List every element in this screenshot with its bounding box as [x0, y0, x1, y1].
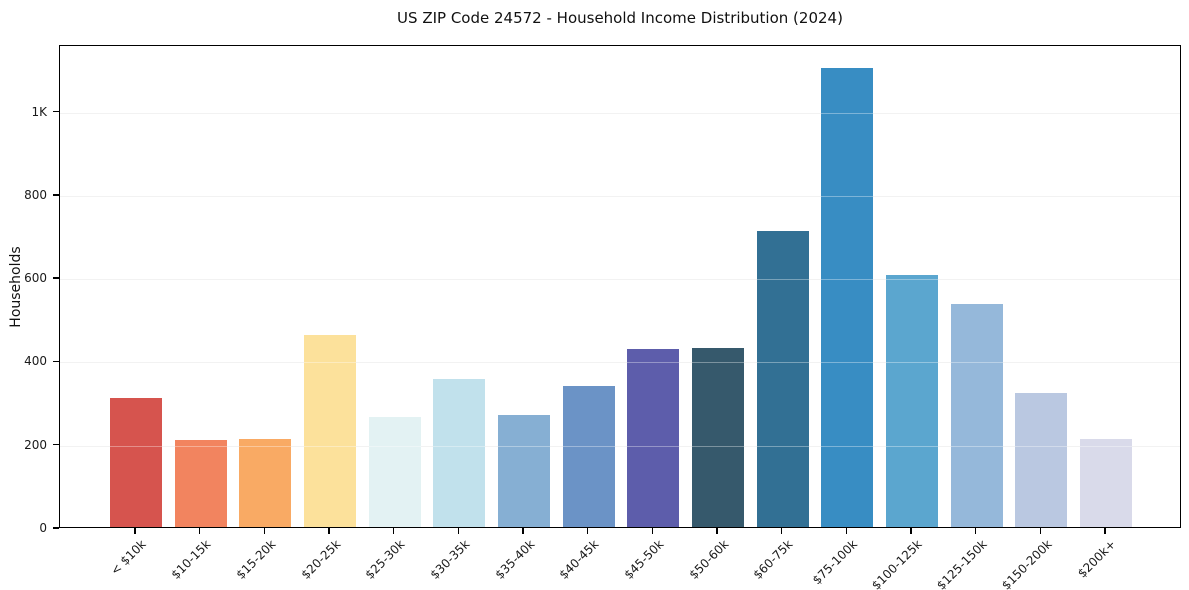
x-tick-label: < $10k — [108, 537, 149, 578]
y-tick-mark — [53, 527, 59, 529]
chart-title: US ZIP Code 24572 - Household Income Dis… — [397, 9, 843, 27]
x-tick-label: $10-15k — [168, 537, 214, 582]
x-tick-label: $150-200k — [998, 537, 1055, 590]
bar — [110, 397, 162, 527]
gridline — [60, 279, 1180, 281]
x-tick-label: $30-35k — [427, 537, 473, 582]
x-tick-mark — [522, 528, 524, 534]
y-tick-mark — [53, 444, 59, 446]
y-tick-mark — [53, 110, 59, 113]
bar — [433, 378, 486, 527]
bar — [498, 414, 550, 527]
x-tick-mark — [392, 528, 395, 534]
x-tick-label: $75-100k — [809, 537, 861, 588]
x-tick-mark — [328, 528, 330, 534]
x-tick-label: $25-30k — [362, 537, 408, 582]
gridline-overlay — [60, 279, 1180, 281]
y-tick-label: 800 — [24, 187, 47, 202]
bar — [886, 274, 938, 527]
x-tick-mark — [974, 528, 977, 534]
bar — [1080, 439, 1132, 527]
bar — [368, 416, 421, 527]
y-tick-mark — [53, 360, 59, 363]
x-tick-mark — [134, 528, 136, 534]
x-tick-label: $125-150k — [933, 537, 990, 590]
y-tick-mark — [53, 194, 59, 196]
bar — [239, 439, 292, 527]
y-tick-label: 600 — [24, 271, 47, 286]
gridline-overlay — [60, 445, 1180, 447]
bar — [756, 230, 809, 527]
x-tick-label: $20-25k — [298, 537, 343, 582]
y-tick-mark — [53, 277, 59, 279]
x-tick-mark — [716, 528, 718, 534]
x-tick-label: $50-60k — [686, 537, 731, 582]
x-tick-mark — [457, 528, 460, 534]
x-tick-mark — [845, 528, 848, 534]
y-tick-label: 0 — [39, 521, 47, 535]
x-tick-label: $60-75k — [750, 537, 796, 582]
bar — [1015, 392, 1068, 527]
x-tick-label: $15-20k — [233, 537, 279, 582]
gridline — [60, 112, 1180, 114]
x-tick-label: $35-40k — [492, 537, 537, 582]
gridline — [60, 445, 1180, 447]
x-tick-label: $40-45k — [556, 537, 602, 582]
x-tick-mark — [586, 528, 589, 534]
gridline-overlay — [60, 362, 1180, 364]
bar — [821, 67, 874, 527]
x-tick-mark — [910, 528, 912, 534]
bar — [174, 440, 227, 527]
bar — [627, 349, 680, 527]
x-tick-mark — [651, 528, 654, 534]
bar — [304, 335, 356, 527]
y-tick-label: 400 — [24, 354, 47, 369]
x-tick-mark — [198, 528, 201, 534]
gridline-overlay — [60, 195, 1180, 197]
x-tick-mark — [1104, 528, 1106, 534]
y-axis-label: Households — [8, 246, 24, 328]
x-tick-mark — [780, 528, 783, 534]
gridline — [60, 362, 1180, 364]
bar — [562, 386, 615, 527]
x-tick-label: $100-125k — [869, 537, 925, 590]
x-tick-label: $200k+ — [1075, 537, 1119, 581]
plot-area — [59, 45, 1181, 528]
y-tick-label: 1K — [31, 104, 47, 119]
bar — [692, 347, 744, 527]
bar — [950, 303, 1003, 527]
gridline-overlay — [60, 112, 1180, 114]
y-tick-label: 200 — [24, 437, 47, 452]
gridline — [60, 195, 1180, 197]
x-tick-mark — [263, 528, 266, 534]
x-tick-mark — [1039, 528, 1042, 534]
x-tick-label: $45-50k — [621, 537, 667, 582]
